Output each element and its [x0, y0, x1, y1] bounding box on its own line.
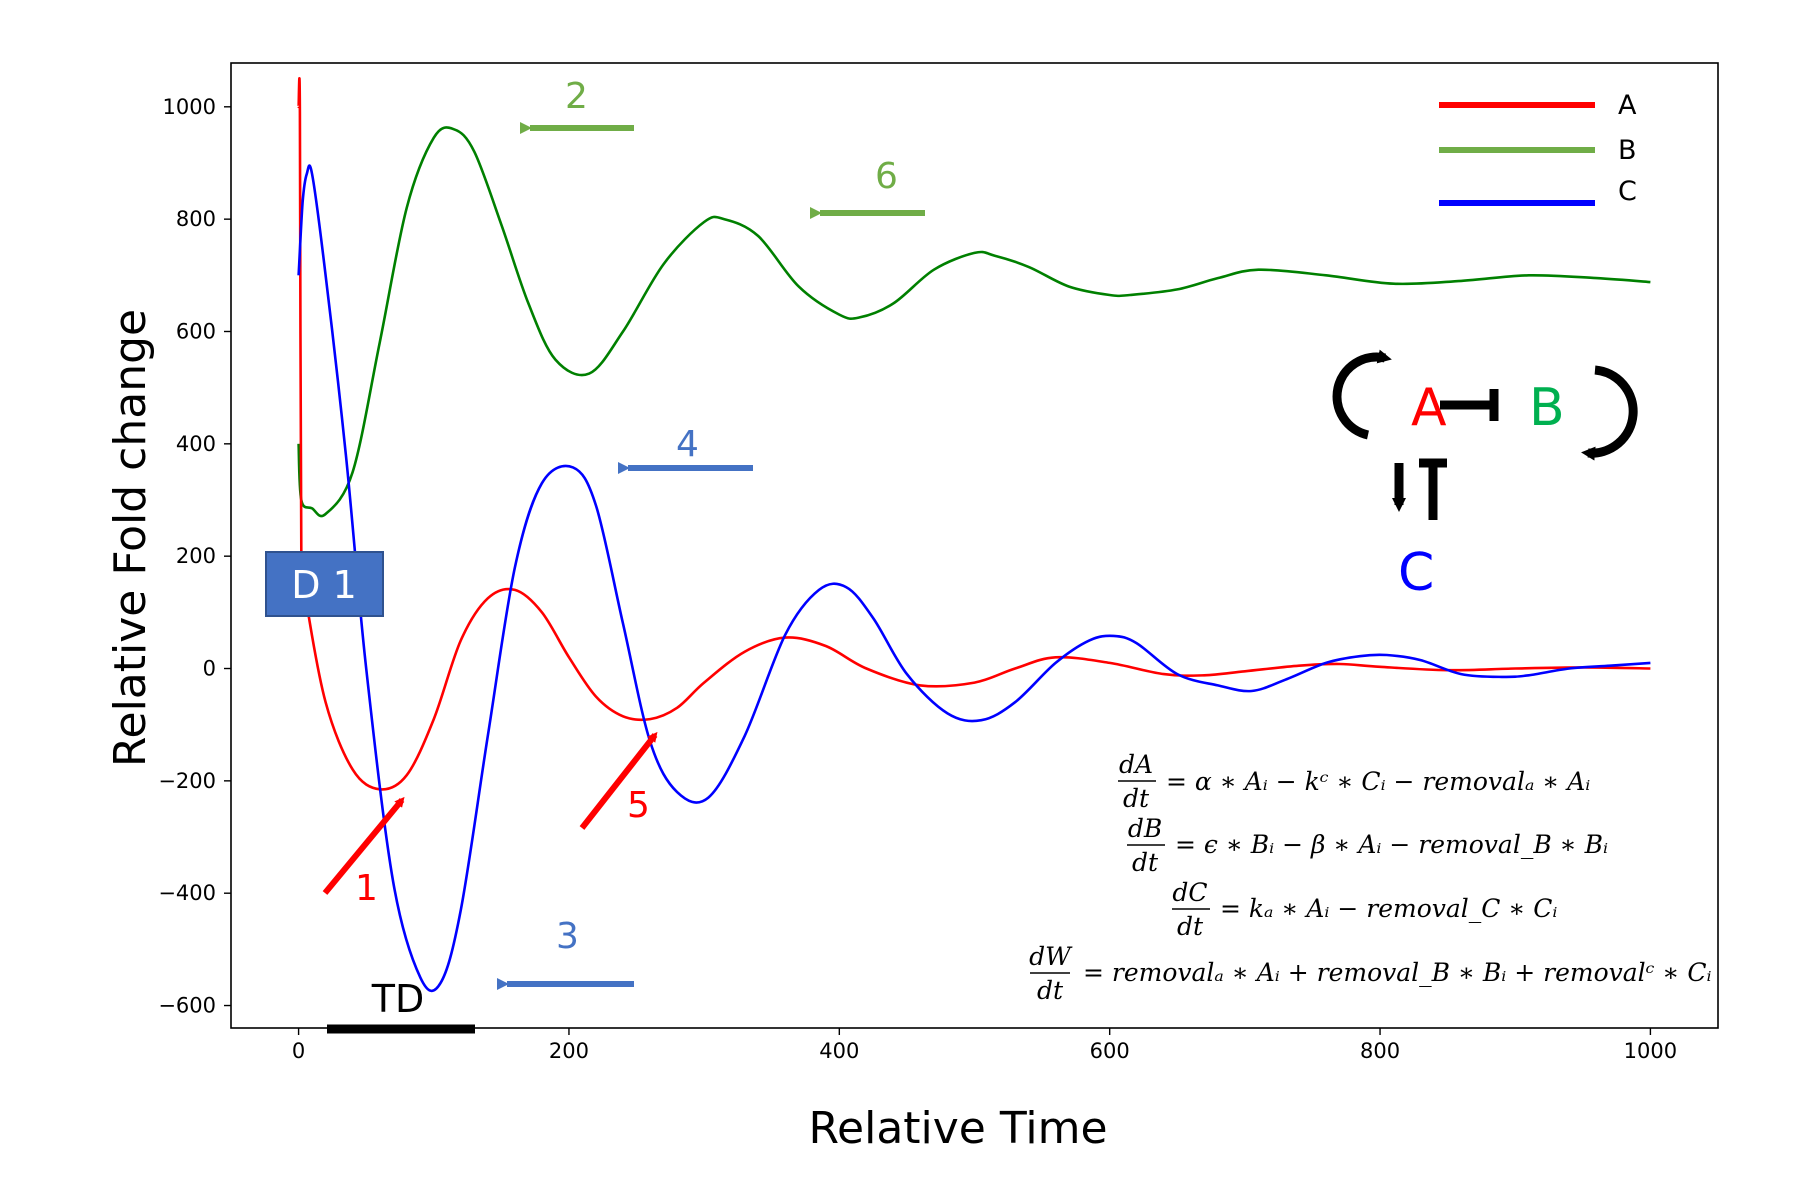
d1-label: D 1	[291, 563, 357, 607]
axis-ticks: 0 200 400 600 800 1000 −600 −400 −200 0 200 400 600 8…	[158, 95, 1677, 1063]
x-tick-label: 600	[1090, 1039, 1130, 1063]
td-label: TD	[371, 977, 424, 1021]
self-loop-b	[1581, 365, 1638, 461]
svg-text:dt: dt	[1177, 912, 1204, 941]
svg-text:dt: dt	[1123, 784, 1150, 813]
arrow-1	[322, 796, 405, 895]
y-axis-title: Relative Fold change	[105, 309, 156, 767]
legend: A B C	[1439, 90, 1637, 207]
series-line-a	[297, 77, 1651, 791]
svg-text:dA: dA	[1119, 750, 1153, 779]
annotations: 1 5 2 6 4 3	[322, 76, 925, 990]
x-tick-label: 1000	[1624, 1039, 1677, 1063]
arrow-5	[579, 731, 658, 830]
y-tick-label: −400	[158, 881, 216, 905]
x-axis-title: Relative Time	[808, 1103, 1107, 1154]
node-c-label: C	[1398, 543, 1434, 603]
annotation-label-3: 3	[556, 916, 579, 957]
svg-text:dC: dC	[1172, 878, 1207, 907]
plot-series	[297, 77, 1651, 993]
y-tick-label: 200	[176, 544, 216, 568]
svg-text:= α ∗ Aᵢ − kᶜ ∗ Cᵢ − removalₐ: = α ∗ Aᵢ − kᶜ ∗ Cᵢ − removalₐ ∗ Aᵢ	[1166, 767, 1590, 796]
svg-text:= ϵ ∗ Bᵢ − β ∗ Aᵢ − removal_B: = ϵ ∗ Bᵢ − β ∗ Aᵢ − removal_B ∗ Bᵢ	[1175, 830, 1608, 859]
svg-text:= kₐ ∗ Aᵢ − removal_C ∗ Cᵢ: = kₐ ∗ Aᵢ − removal_C ∗ Cᵢ	[1220, 894, 1557, 923]
network-diagram: A B C	[1332, 349, 1638, 603]
x-tick-label: 800	[1360, 1039, 1400, 1063]
legend-label-c: C	[1618, 176, 1637, 207]
y-tick-label: 1000	[163, 95, 216, 119]
legend-label-a: A	[1618, 90, 1637, 121]
svg-text:dt: dt	[1037, 976, 1064, 1005]
equation-db: dB dt = ϵ ∗ Bᵢ − β ∗ Aᵢ − removal_B ∗ Bᵢ	[1127, 814, 1608, 877]
svg-text:dB: dB	[1128, 814, 1162, 843]
y-tick-label: −200	[158, 769, 216, 793]
equation-dw: dW dt = removalₐ ∗ Aᵢ + removal_B ∗ Bᵢ +…	[1029, 942, 1711, 1005]
x-tick-label: 400	[819, 1039, 859, 1063]
series-line-c	[297, 164, 1651, 993]
y-tick-label: 600	[176, 319, 216, 343]
annotation-label-2: 2	[565, 76, 588, 117]
series-line-b	[297, 126, 1651, 518]
svg-text:= removalₐ ∗ Aᵢ + removal_B ∗: = removalₐ ∗ Aᵢ + removal_B ∗ Bᵢ + remov…	[1083, 958, 1712, 987]
annotation-label-1: 1	[355, 868, 378, 909]
d1-marker-box: D 1	[265, 551, 384, 617]
equation-da: dA dt = α ∗ Aᵢ − kᶜ ∗ Cᵢ − removalₐ ∗ Aᵢ	[1118, 750, 1590, 813]
y-tick-label: −600	[158, 994, 216, 1018]
annotation-label-6: 6	[875, 156, 898, 197]
self-loop-a	[1332, 349, 1392, 440]
x-tick-label: 200	[549, 1039, 589, 1063]
svg-text:dt: dt	[1132, 848, 1159, 877]
y-tick-label: 0	[203, 657, 216, 681]
y-tick-label: 800	[176, 207, 216, 231]
annotation-label-5: 5	[627, 785, 650, 826]
equation-dc: dC dt = kₐ ∗ Aᵢ − removal_C ∗ Cᵢ	[1172, 878, 1557, 941]
x-tick-label: 0	[292, 1039, 305, 1063]
td-bar: TD	[327, 977, 475, 1034]
node-b-label: B	[1529, 378, 1565, 438]
legend-label-b: B	[1618, 135, 1637, 166]
svg-text:dW: dW	[1029, 942, 1073, 971]
annotation-label-4: 4	[676, 424, 699, 465]
y-tick-label: 400	[176, 432, 216, 456]
equations: dA dt = α ∗ Aᵢ − kᶜ ∗ Cᵢ − removalₐ ∗ Aᵢ…	[1029, 750, 1711, 1005]
plot-frame	[230, 62, 1719, 1029]
